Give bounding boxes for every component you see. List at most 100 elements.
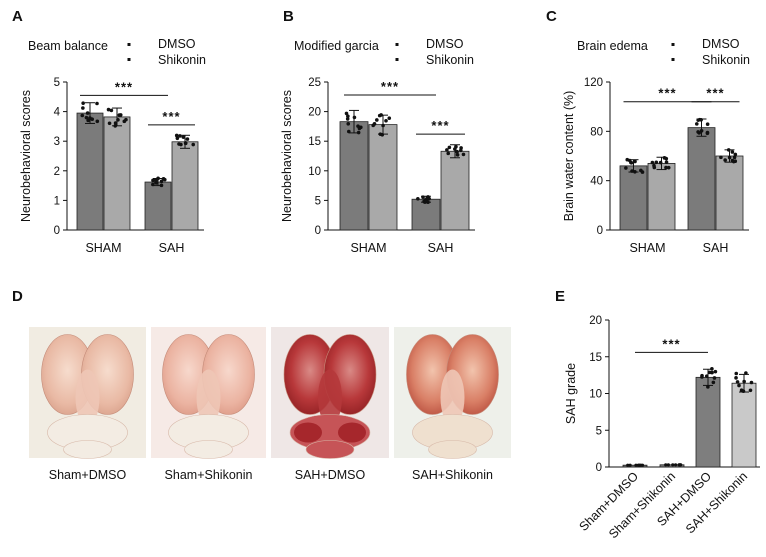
data-point (624, 166, 628, 170)
data-point (175, 136, 180, 141)
y-tick-label: 20 (589, 315, 602, 327)
data-point (162, 177, 167, 182)
chart-title: Beam balance (28, 39, 108, 53)
data-point (151, 182, 155, 187)
data-point (459, 148, 463, 153)
data-point (737, 383, 741, 388)
data-point (445, 148, 449, 152)
panel-letter-e: E (555, 288, 565, 305)
data-point (734, 376, 738, 380)
data-point (421, 195, 425, 199)
bar-shikonin-sah (715, 155, 744, 231)
data-point (183, 141, 188, 145)
panel-letter-a: A (12, 8, 23, 25)
data-point (748, 388, 753, 393)
data-point (174, 133, 179, 138)
data-point (159, 179, 164, 184)
data-point (387, 116, 392, 120)
data-point (733, 152, 738, 157)
bar-shikonin-sham (368, 124, 398, 231)
y-tick-label: 120 (584, 77, 603, 89)
photo-caption-1: Sham+DMSO (49, 468, 127, 482)
data-point (461, 152, 466, 157)
data-point (159, 183, 164, 188)
bar-shikonin-sham (103, 116, 131, 231)
bar-dmso-sham (76, 112, 104, 231)
data-point (345, 117, 350, 121)
data-point (630, 169, 634, 173)
legend-marker-dmso (127, 43, 131, 46)
y-tick-label: 1 (54, 195, 60, 207)
data-point (749, 380, 754, 385)
data-point (666, 165, 671, 170)
data-point (731, 159, 736, 164)
data-point (711, 380, 716, 385)
photo-caption-3: SAH+DMSO (295, 468, 366, 482)
data-point (106, 107, 111, 112)
data-point (636, 463, 640, 467)
data-point (730, 150, 735, 154)
data-point (191, 142, 196, 147)
data-point (710, 366, 714, 371)
data-point (696, 130, 700, 134)
data-point (107, 121, 112, 126)
blood-clot (294, 422, 322, 443)
data-point (455, 153, 460, 157)
y-tick-label: 0 (597, 225, 603, 237)
bar-shikonin-sah (171, 141, 199, 231)
data-point (352, 115, 357, 120)
data-point (177, 142, 181, 146)
data-point (427, 196, 431, 201)
data-point (109, 108, 114, 113)
data-point (88, 116, 92, 120)
x-category-label: SHAM (85, 241, 121, 255)
data-point (154, 181, 159, 185)
data-point (378, 132, 383, 136)
panel-letter-c: C (546, 8, 557, 25)
legend-marker-shikonin (127, 58, 131, 61)
data-point (732, 155, 737, 160)
data-point (633, 159, 637, 164)
y-tick-label: 0 (54, 225, 60, 237)
data-point (652, 163, 656, 168)
significance-label: *** (706, 86, 724, 101)
data-point (741, 389, 746, 394)
data-point (705, 122, 710, 126)
photo-caption-4: SAH+Shikonin (412, 468, 493, 482)
data-point (344, 111, 349, 116)
data-point (658, 160, 663, 165)
data-point (664, 156, 669, 161)
data-point (156, 176, 160, 181)
data-point (375, 118, 379, 122)
data-point (377, 113, 382, 118)
data-point (384, 118, 388, 123)
data-point (346, 121, 351, 126)
legend-label-dmso: DMSO (702, 37, 740, 51)
data-point (346, 129, 351, 134)
data-point (707, 370, 712, 375)
panel-letter-b: B (283, 8, 294, 25)
chart-brain-edema: Brain edema DMSO Shikonin 0 40 80 120 Brain wat… (562, 37, 750, 255)
data-point (356, 124, 360, 128)
data-point (734, 371, 739, 376)
brain-stem (196, 369, 221, 426)
bar-shikonin-sah (440, 150, 470, 231)
data-point (705, 131, 710, 136)
data-point (185, 137, 190, 141)
data-point (446, 151, 451, 156)
data-point (664, 165, 668, 170)
significance-label: *** (658, 86, 676, 101)
data-point (95, 119, 100, 124)
data-point (81, 106, 85, 110)
data-point (416, 196, 420, 201)
chart-title: Modified garcia (294, 39, 379, 53)
bar-dmso-sah (411, 198, 441, 231)
data-point (84, 115, 89, 120)
data-point (626, 463, 630, 467)
legend-label-dmso: DMSO (426, 37, 464, 51)
y-tick-label: 3 (54, 136, 60, 148)
data-point (85, 111, 90, 115)
y-tick-label: 10 (308, 166, 321, 178)
